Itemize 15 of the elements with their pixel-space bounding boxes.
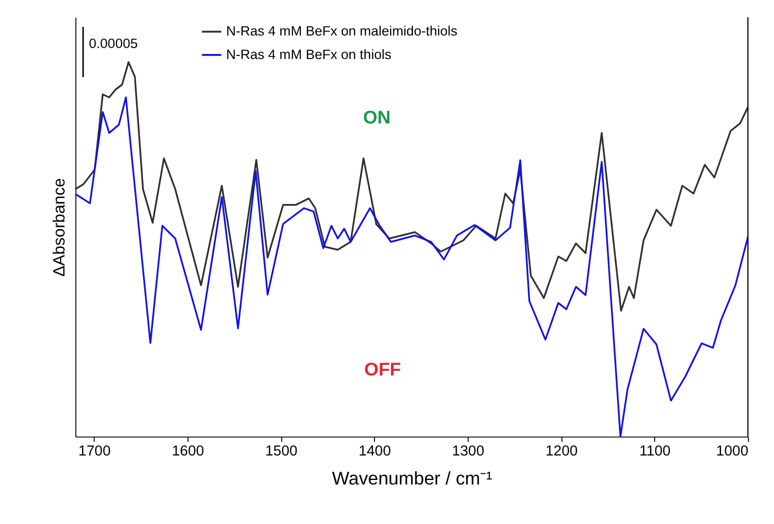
x-tick-label: 1300 [452,443,484,460]
x-tick-label: 1200 [545,443,578,460]
x-tick-label: 1000 [716,443,748,460]
x-tick-label: 1500 [265,443,298,460]
x-tick-label: 1700 [78,443,111,460]
annotation: OFF [364,358,401,380]
text: 0.00005 [88,36,138,52]
annotation: ON [363,106,391,128]
x-tick-label: 1100 [639,443,671,460]
legend-label: N-Ras 4 mM BeFx on thiols [226,46,392,62]
x-tick-label: 1400 [358,443,391,460]
legend-label: N-Ras 4 mM BeFx on maleimido-thiols [226,24,458,39]
x-tick-label: 1600 [172,443,204,460]
x-axis-title: Wavenumber / cm⁻¹ [332,467,492,488]
y-axis-title: ΔAbsorbance [50,178,68,277]
